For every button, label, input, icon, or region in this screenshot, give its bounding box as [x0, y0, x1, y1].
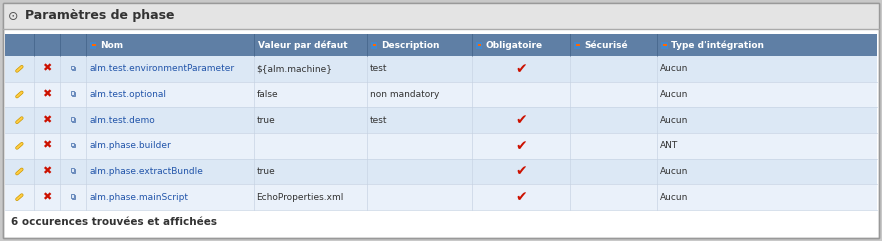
Bar [373, 44, 377, 47]
Bar [71, 194, 74, 198]
Text: alm.test.environmentParameter: alm.test.environmentParameter [89, 64, 235, 73]
Text: ✔: ✔ [515, 190, 527, 204]
Text: EchoProperties.xml: EchoProperties.xml [257, 193, 344, 202]
Bar [90, 41, 96, 48]
Text: test: test [370, 64, 387, 73]
Text: 6 occurences trouvées et affichées: 6 occurences trouvées et affichées [11, 217, 217, 227]
Bar [3, 3, 879, 29]
Text: ✔: ✔ [515, 139, 527, 153]
Bar [72, 169, 75, 173]
Text: ✖: ✖ [42, 115, 51, 125]
Text: true: true [257, 167, 275, 176]
Text: ✖: ✖ [42, 64, 51, 74]
Bar [574, 41, 580, 48]
Bar [71, 66, 74, 69]
Text: Aucun: Aucun [661, 116, 689, 125]
Bar [72, 92, 75, 96]
Text: false: false [257, 90, 278, 99]
Text: alm.test.optional: alm.test.optional [89, 90, 166, 99]
Bar [71, 143, 74, 146]
Text: Aucun: Aucun [661, 90, 689, 99]
Bar [71, 117, 74, 120]
Bar [662, 41, 668, 48]
Bar [71, 168, 74, 172]
Text: ✔: ✔ [515, 165, 527, 179]
Bar [5, 107, 877, 133]
Bar [72, 118, 75, 121]
Bar [475, 41, 482, 48]
Bar [71, 91, 74, 95]
Text: Paramètres de phase: Paramètres de phase [25, 9, 175, 22]
Bar [5, 56, 877, 82]
Text: test: test [370, 116, 387, 125]
Text: alm.phase.builder: alm.phase.builder [89, 141, 171, 150]
Text: alm.phase.mainScript: alm.phase.mainScript [89, 193, 188, 202]
Text: Description: Description [381, 40, 439, 49]
Text: Valeur par défaut: Valeur par défaut [258, 40, 348, 50]
Text: Aucun: Aucun [661, 167, 689, 176]
Bar [5, 82, 877, 107]
Text: ✔: ✔ [515, 113, 527, 127]
Text: alm.test.demo: alm.test.demo [89, 116, 155, 125]
Bar [72, 67, 75, 70]
Text: alm.phase.extractBundle: alm.phase.extractBundle [89, 167, 203, 176]
Bar [370, 41, 377, 48]
Bar [72, 195, 75, 199]
Bar [72, 144, 75, 147]
Text: ✖: ✖ [42, 141, 51, 151]
Bar [5, 184, 877, 210]
Text: ${alm.machine}: ${alm.machine} [257, 64, 333, 73]
Text: ✔: ✔ [515, 62, 527, 76]
Text: Aucun: Aucun [661, 64, 689, 73]
Text: Type d'intégration: Type d'intégration [671, 40, 765, 50]
Text: ✖: ✖ [42, 89, 51, 100]
Text: Obligatoire: Obligatoire [485, 40, 542, 49]
Text: ✖: ✖ [42, 167, 51, 176]
Bar [478, 44, 481, 47]
Text: true: true [257, 116, 275, 125]
Bar [93, 44, 95, 47]
Bar [576, 44, 579, 47]
Text: Nom: Nom [100, 40, 123, 49]
Bar [5, 133, 877, 159]
Text: non mandatory: non mandatory [370, 90, 439, 99]
Bar [5, 159, 877, 184]
Text: ✖: ✖ [42, 192, 51, 202]
Text: ANT: ANT [661, 141, 678, 150]
Bar [663, 44, 667, 47]
Text: Aucun: Aucun [661, 193, 689, 202]
Text: ⊙: ⊙ [8, 9, 19, 22]
Bar [5, 34, 877, 56]
Text: Sécurisé: Sécurisé [584, 40, 628, 49]
